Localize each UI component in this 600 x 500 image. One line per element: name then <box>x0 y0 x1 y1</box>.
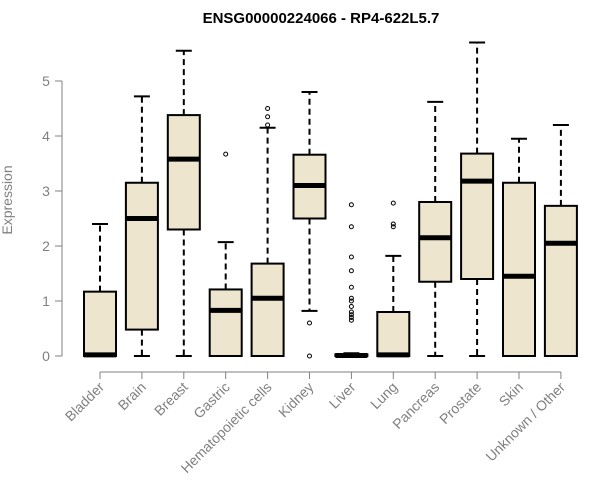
outlier-point <box>348 312 354 318</box>
outlier-point <box>348 268 354 274</box>
y-tick-label: 4 <box>42 128 50 144</box>
x-tick-label: Prostate <box>436 379 484 427</box>
y-tick-label: 0 <box>42 348 50 364</box>
outlier-point <box>307 320 312 326</box>
box <box>250 262 285 358</box>
outlier-point <box>265 122 271 128</box>
box <box>418 201 453 283</box>
y-tick-label: 1 <box>42 293 50 309</box>
y-tick-label: 3 <box>42 183 50 199</box>
y-tick-label: 2 <box>42 238 50 254</box>
outlier-point <box>348 315 354 320</box>
chart-title: ENSG00000224066 - RP4-622L5.7 <box>203 10 440 27</box>
outlier-point <box>348 284 354 290</box>
outlier-point <box>390 224 396 230</box>
outlier-point <box>390 200 396 206</box>
outlier-point <box>348 309 354 315</box>
x-tick-label: Breast <box>151 379 191 419</box>
x-tick-label: Skin <box>496 379 527 410</box>
outlier-point <box>348 295 354 301</box>
outlier-point <box>390 221 396 227</box>
y-axis-label: Expression <box>0 165 15 234</box>
box <box>376 311 411 357</box>
box <box>543 204 578 357</box>
outlier-point <box>348 202 354 208</box>
box <box>208 288 243 358</box>
x-tick-label: Lung <box>367 379 400 412</box>
box <box>502 181 536 357</box>
outlier-point <box>265 106 271 111</box>
outlier-point <box>348 224 354 230</box>
outlier-point <box>348 304 354 309</box>
box <box>83 290 117 357</box>
box <box>166 114 201 231</box>
outlier-point <box>348 254 354 260</box>
x-tick-label: Brain <box>115 379 149 413</box>
outlier-point <box>223 151 229 157</box>
x-tick-label: Liver <box>326 379 359 412</box>
box <box>460 152 495 281</box>
x-tick-label: Bladder <box>62 379 108 425</box>
box <box>124 181 159 331</box>
x-tick-label: Unknown / Other <box>482 379 568 465</box>
outlier-point <box>307 353 312 359</box>
outlier-point <box>348 298 354 304</box>
outlier-point <box>348 317 354 323</box>
y-tick-label: 5 <box>42 73 50 89</box>
x-tick-label: Kidney <box>275 379 317 421</box>
x-tick-label: Pancreas <box>389 379 442 432</box>
outlier-point <box>265 114 271 120</box>
